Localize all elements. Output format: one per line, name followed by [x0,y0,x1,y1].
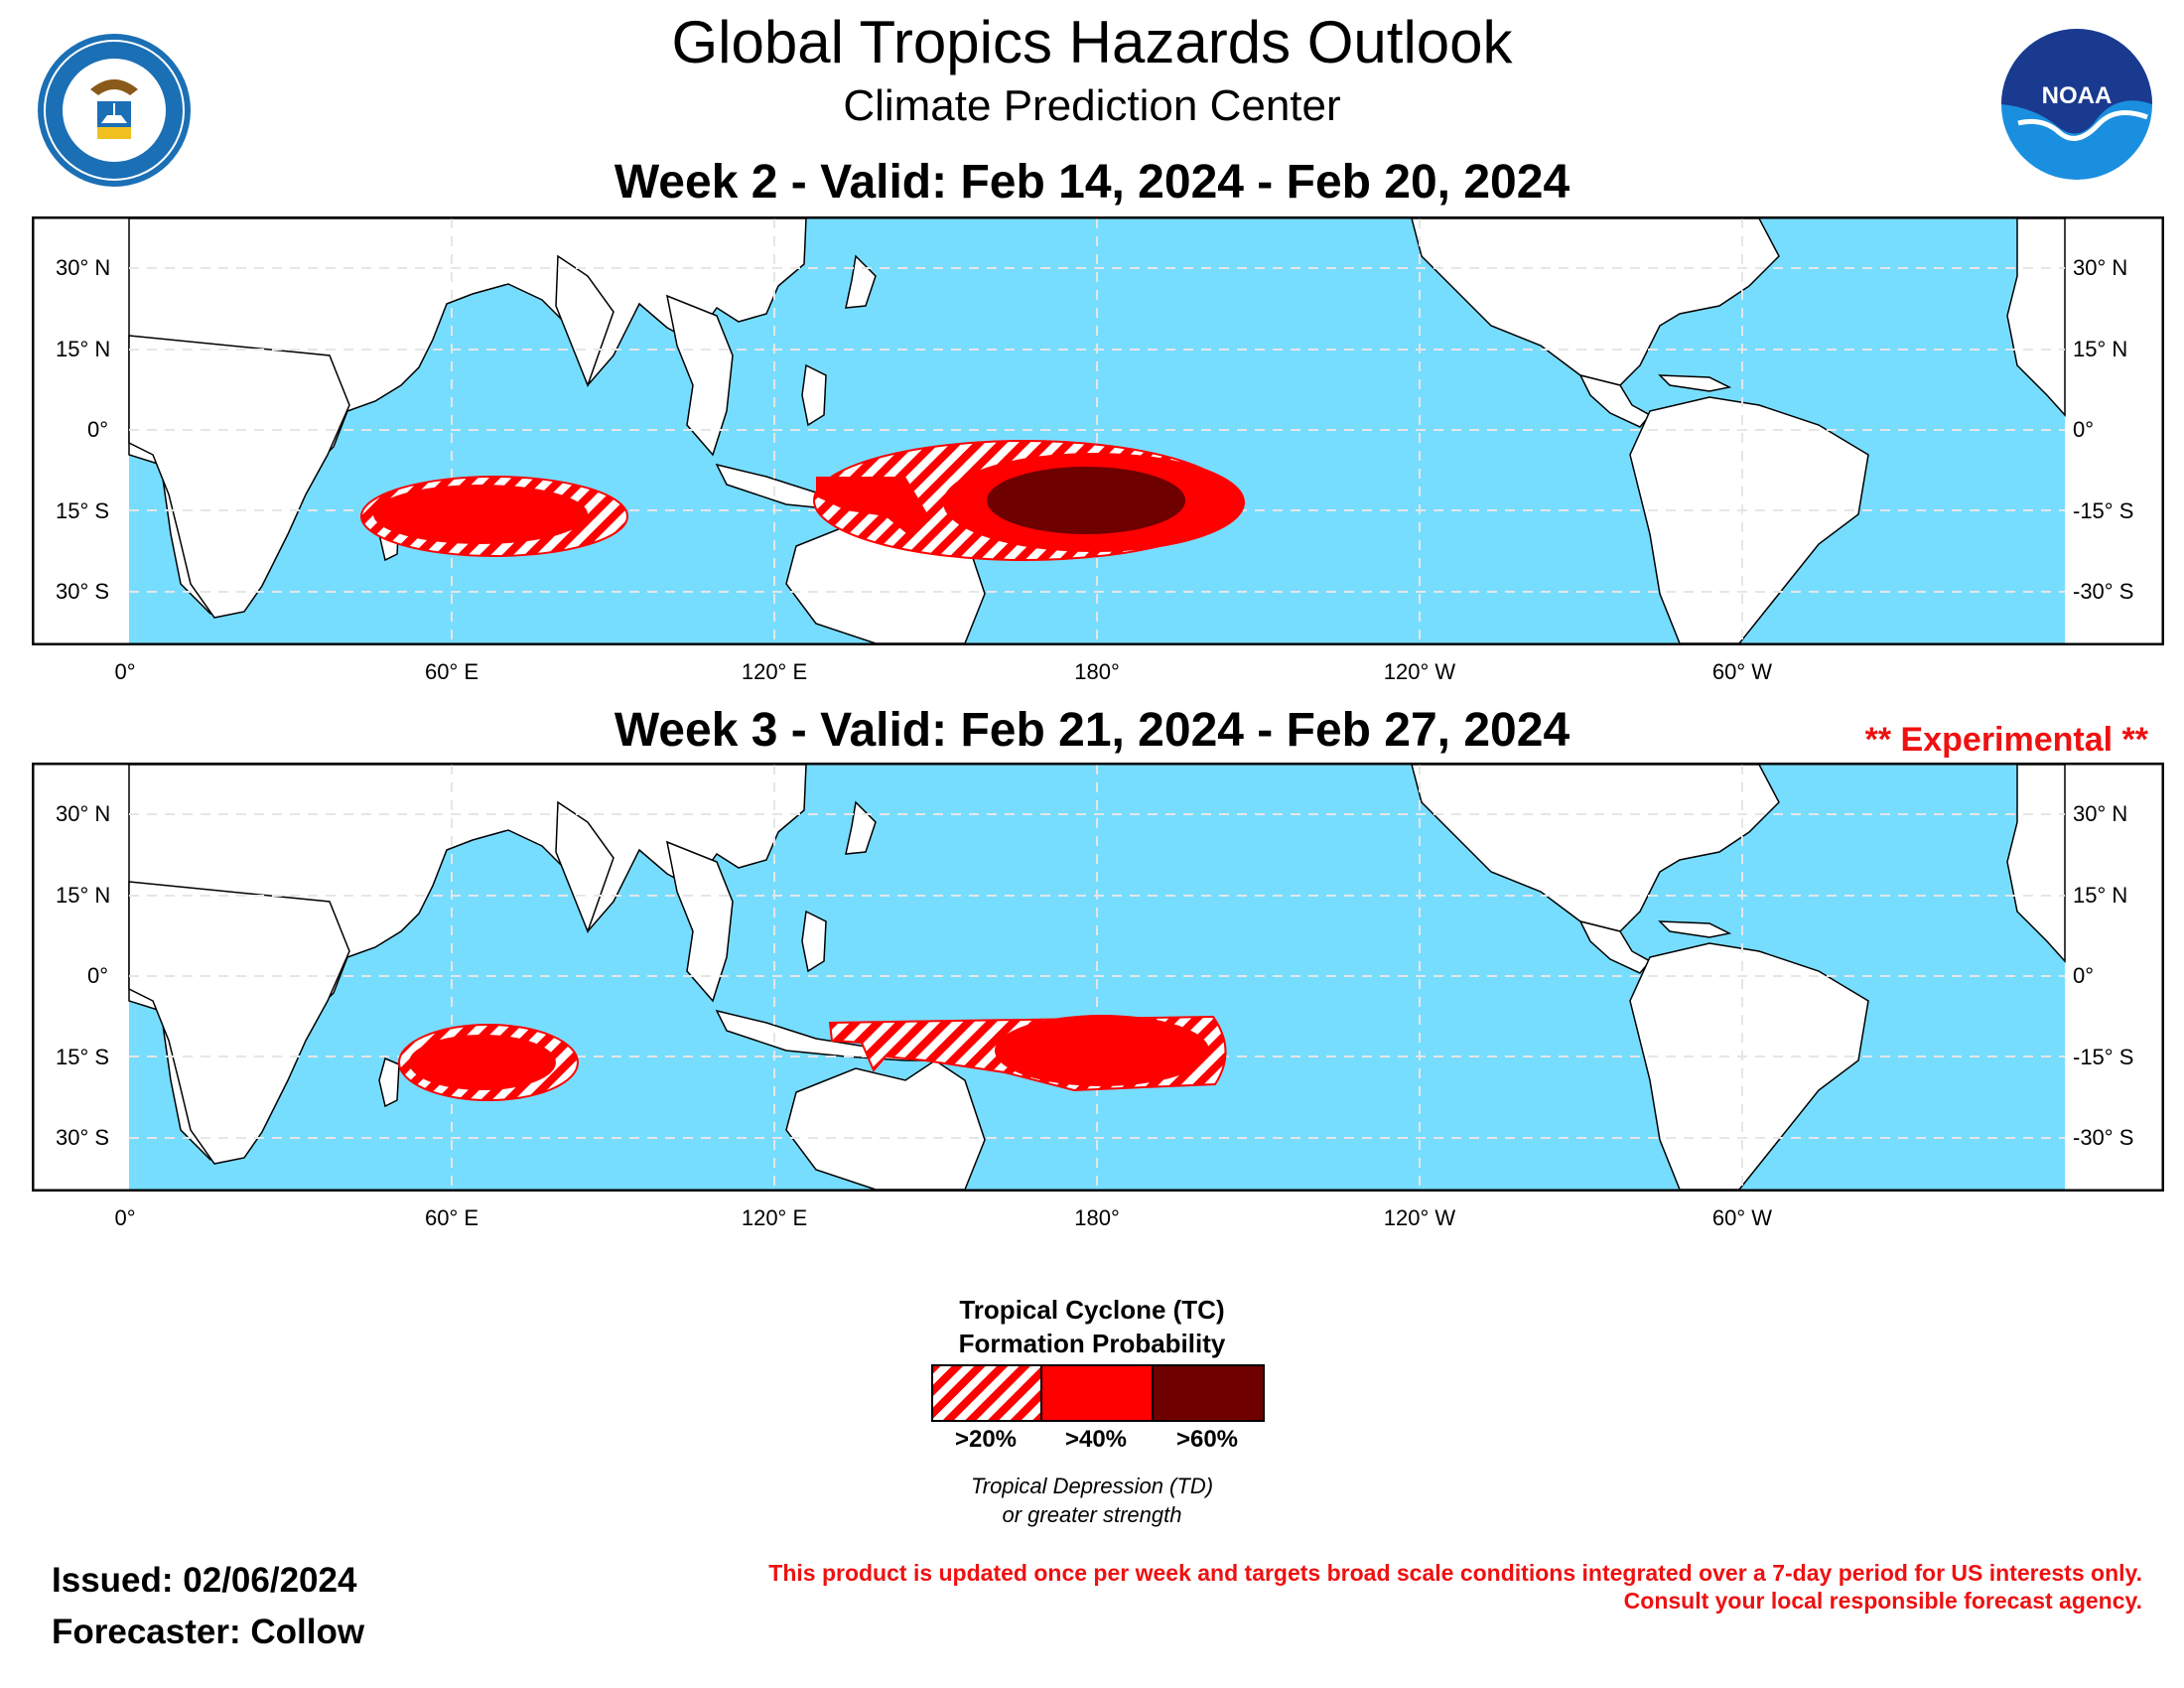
legend-note: Tropical Depression (TD) or greater stre… [0,1472,2184,1529]
week3-map[interactable] [32,763,2164,1192]
graticule [129,765,2065,1190]
week3-lat-right-0: 0° [2073,963,2095,988]
week2-map[interactable] [32,216,2164,645]
noaa-logo-icon: NOAA [2001,29,2152,180]
hazard-south-pacific-60pct [987,467,1185,534]
week3-lon-120w: 120° W [1383,1205,1456,1230]
legend-label-40pct: >40% [1064,1426,1128,1453]
week2-lat-right-30n: 30° N [2073,255,2128,280]
week2-lat-right-30s: -30° S [2073,579,2134,604]
week2-lon-60w: 60° W [1711,659,1773,684]
legend-note-line2: or greater strength [1002,1502,1182,1527]
week2-lat-right-15s: -15° S [2073,498,2134,523]
madagascar-land [378,1056,400,1108]
south-america-land [1629,396,1869,644]
australia-land [785,1059,986,1191]
caribbean-land [1658,920,1732,938]
legend-swatch-40pct [1040,1364,1154,1422]
legend-swatches [931,1364,1265,1422]
legend-swatch-20pct [931,1364,1042,1422]
legend-note-line1: Tropical Depression (TD) [970,1474,1214,1498]
hazard-south-pacific-40pct [995,1015,1209,1086]
north-america-land [1411,764,1780,932]
legend-title: Tropical Cyclone (TC) Formation Probabil… [0,1293,2184,1360]
week3-lat-left-0: 0° [87,963,109,988]
week3-lon-0: 0° [114,1205,136,1230]
philippines-land [801,910,827,973]
week3-lat-left-30s: 30° S [56,1125,110,1150]
noaa-logo-text: NOAA [2042,82,2113,109]
disclaimer-line2: Consult your local responsible forecast … [1623,1588,2142,1614]
week2-hazards [360,440,1245,561]
india-land [555,800,614,934]
week3-lon-180: 180° [1074,1205,1120,1230]
week3-hazards [398,1015,1227,1101]
week3-lat-left-15n: 15° N [56,883,111,908]
issued-date: Issued: 02/06/2024 [52,1561,357,1600]
page-subtitle: Climate Prediction Center [843,81,1341,130]
week3-lon-60w: 60° W [1711,1205,1773,1230]
week3-lon-120e: 120° E [741,1205,808,1230]
week2-lon-120w: 120° W [1383,659,1456,684]
north-america-land [1411,217,1780,386]
legend-label-60pct: >60% [1175,1426,1239,1453]
africa-land [128,881,350,1165]
page-title: Global Tropics Hazards Outlook [671,9,1513,75]
se-asia-land [665,840,734,1003]
africa-land [128,335,350,619]
week3-lat-right-15s: -15° S [2073,1045,2134,1069]
week2-lon-180: 180° [1074,659,1120,684]
map-border [32,763,2164,1192]
week2-lat-right-15n: 15° N [2073,337,2128,361]
week2-lat-left-0: 0° [87,417,109,442]
week3-title: Week 3 - Valid: Feb 21, 2024 - Feb 27, 2… [614,704,1570,757]
week2-lat-left-30n: 30° N [56,255,111,280]
landmasses [128,764,2066,1191]
week3-lat-right-30s: -30° S [2073,1125,2134,1150]
week2-lon-0: 0° [114,659,136,684]
se-asia-land [665,294,734,457]
legend-label-20pct: >20% [954,1426,1018,1453]
map-border [32,216,2164,645]
legend-swatch-60pct [1152,1364,1265,1422]
forecaster-name: Forecaster: Collow [52,1613,365,1651]
week3-lon-60e: 60° E [424,1205,479,1230]
south-america-land [1629,942,1869,1191]
week2-lon-120e: 120° E [741,659,808,684]
week2-lat-right-0: 0° [2073,417,2095,442]
hazard-sw-indian-ocean-40pct [373,485,588,544]
legend-title-line2: Formation Probability [958,1329,1226,1358]
hazard-gulf-carpentaria-40pct [816,477,930,534]
disclaimer-line1: This product is updated once per week an… [768,1560,2142,1586]
philippines-land [801,363,827,427]
week3-lat-left-15s: 15° S [56,1045,110,1069]
legend-title-line1: Tropical Cyclone (TC) [959,1295,1225,1325]
doc-seal-icon [38,34,191,187]
india-land [555,254,614,388]
week3-lat-left-30n: 30° N [56,801,111,826]
week2-lat-left-15n: 15° N [56,337,111,361]
week2-title: Week 2 - Valid: Feb 14, 2024 - Feb 20, 2… [614,156,1570,209]
caribbean-land [1658,374,1732,392]
week2-lat-left-30s: 30° S [56,579,110,604]
graticule [129,218,2065,643]
hazard-sw-indian-ocean-40pct [409,1035,556,1090]
week3-lat-right-30n: 30° N [2073,801,2128,826]
week3-lat-right-15n: 15° N [2073,883,2128,908]
week2-lat-left-15s: 15° S [56,498,110,523]
experimental-badge: ** Experimental ** [1864,721,2148,759]
week2-lon-60e: 60° E [424,659,479,684]
